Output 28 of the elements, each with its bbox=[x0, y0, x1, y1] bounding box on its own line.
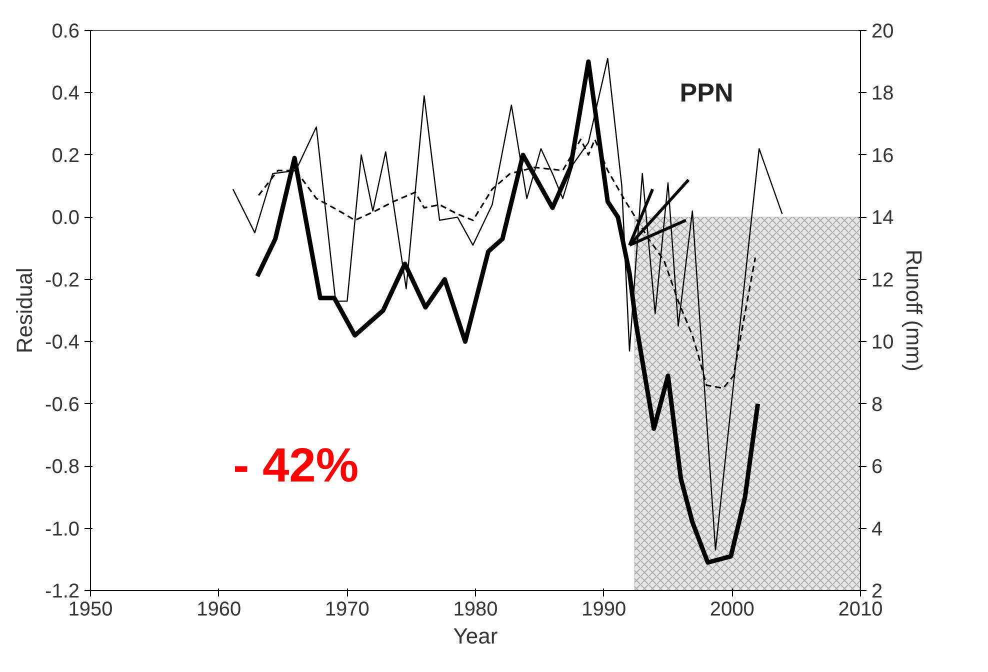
y-tick-label: -0.2 bbox=[45, 269, 80, 292]
x-tick-label: 1990 bbox=[582, 598, 626, 620]
x-tick-label: 1970 bbox=[324, 598, 370, 620]
y2-tick-label: 4 bbox=[872, 518, 883, 540]
y-tick-label: -1.0 bbox=[45, 518, 80, 540]
y2-tick-label: 18 bbox=[872, 82, 894, 105]
y2-axis-title: Runoff (mm) bbox=[902, 250, 927, 372]
y2-tick-label: 10 bbox=[872, 332, 894, 354]
y2-tick-label: 14 bbox=[872, 207, 894, 230]
y-tick-label: 0.6 bbox=[52, 20, 80, 42]
y2-tick-label: 6 bbox=[872, 456, 883, 478]
y2-tick-label: 12 bbox=[872, 269, 894, 292]
y-tick-label: -0.8 bbox=[45, 456, 80, 478]
y2-tick-label: 20 bbox=[872, 20, 894, 42]
y-tick-label: -0.4 bbox=[45, 332, 80, 354]
y-axis-title: Residual bbox=[12, 268, 38, 354]
y-tick-label: -0.6 bbox=[45, 394, 80, 416]
y2-tick-label: 16 bbox=[872, 144, 894, 167]
x-tick-label: 1960 bbox=[196, 598, 242, 620]
y-tick-label: 0.4 bbox=[52, 82, 80, 105]
y-tick-label: 0.2 bbox=[52, 144, 80, 167]
y-tick-label: 0.0 bbox=[52, 207, 80, 230]
annotation: PPN bbox=[680, 78, 734, 108]
x-axis-title: Year bbox=[453, 624, 498, 648]
annotation: - 42% bbox=[233, 440, 359, 493]
x-tick-label: 1980 bbox=[453, 598, 498, 620]
y2-tick-label: 8 bbox=[872, 394, 883, 416]
x-tick-label: 2000 bbox=[710, 598, 754, 620]
